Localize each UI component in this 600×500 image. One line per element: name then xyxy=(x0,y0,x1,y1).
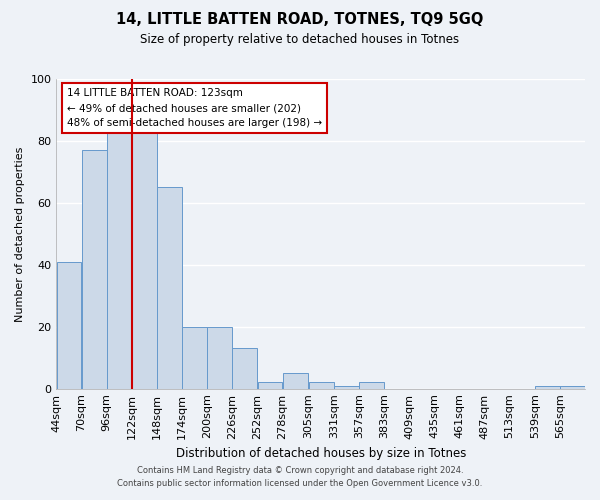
Text: Contains HM Land Registry data © Crown copyright and database right 2024.
Contai: Contains HM Land Registry data © Crown c… xyxy=(118,466,482,487)
Bar xyxy=(257,382,283,388)
Bar xyxy=(535,386,560,388)
Bar xyxy=(132,132,157,388)
Bar xyxy=(560,386,585,388)
Y-axis label: Number of detached properties: Number of detached properties xyxy=(15,146,25,322)
Bar xyxy=(309,382,334,388)
X-axis label: Distribution of detached houses by size in Totnes: Distribution of detached houses by size … xyxy=(176,447,466,460)
Bar xyxy=(334,386,359,388)
Text: 14 LITTLE BATTEN ROAD: 123sqm
← 49% of detached houses are smaller (202)
48% of : 14 LITTLE BATTEN ROAD: 123sqm ← 49% of d… xyxy=(67,88,322,128)
Bar xyxy=(207,326,232,388)
Bar xyxy=(157,188,182,388)
Bar xyxy=(82,150,107,388)
Text: Size of property relative to detached houses in Totnes: Size of property relative to detached ho… xyxy=(140,32,460,46)
Text: 14, LITTLE BATTEN ROAD, TOTNES, TQ9 5GQ: 14, LITTLE BATTEN ROAD, TOTNES, TQ9 5GQ xyxy=(116,12,484,28)
Bar xyxy=(107,126,131,388)
Bar xyxy=(56,262,82,388)
Bar xyxy=(232,348,257,389)
Bar xyxy=(283,373,308,388)
Bar xyxy=(182,326,207,388)
Bar xyxy=(359,382,384,388)
